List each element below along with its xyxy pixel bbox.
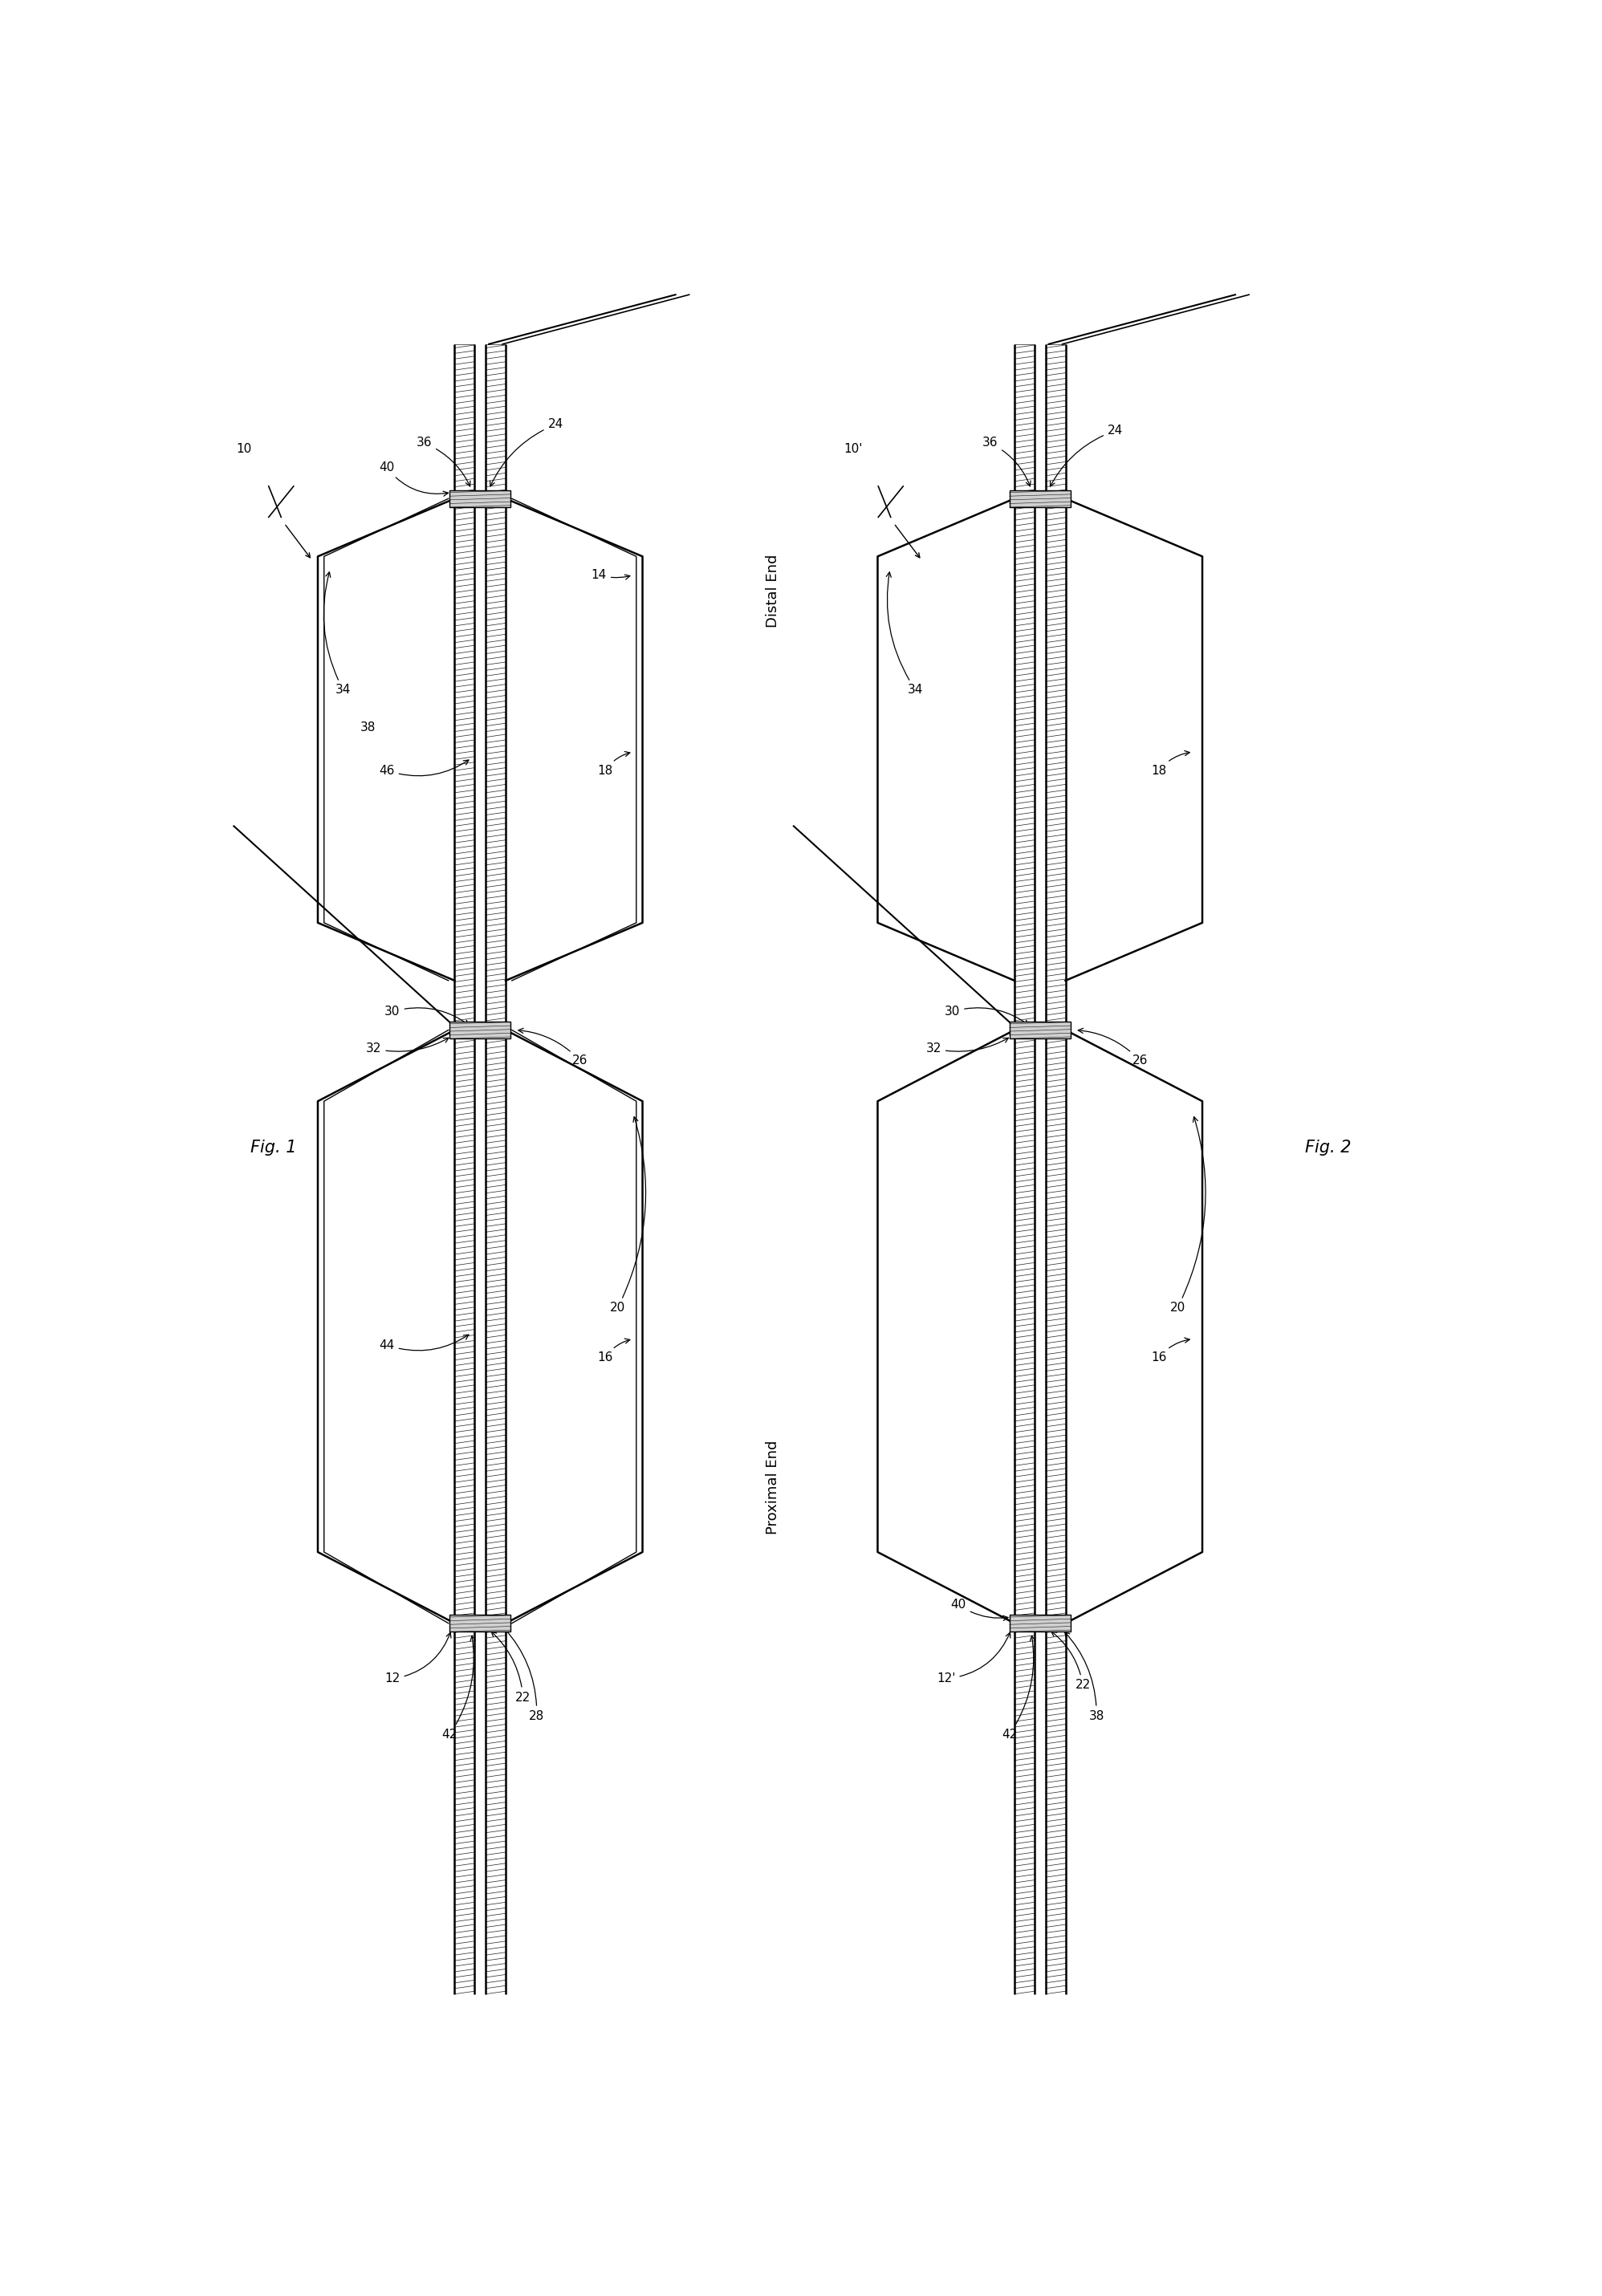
Text: 22: 22 (1051, 1632, 1091, 1692)
Text: 20: 20 (1169, 1116, 1206, 1313)
Text: 10: 10 (235, 443, 252, 455)
Text: 42: 42 (1001, 1635, 1035, 1740)
Text: 12: 12 (384, 1632, 452, 1685)
Text: 12': 12' (937, 1632, 1011, 1685)
Text: 30: 30 (945, 1006, 1028, 1024)
Text: 16: 16 (598, 1339, 630, 1364)
Text: 42: 42 (442, 1635, 476, 1740)
FancyBboxPatch shape (1009, 1614, 1070, 1632)
Text: 34: 34 (324, 572, 351, 696)
Text: 18: 18 (598, 751, 630, 776)
Text: 14: 14 (591, 569, 630, 581)
Text: 32: 32 (365, 1038, 449, 1054)
FancyBboxPatch shape (450, 1022, 511, 1038)
Text: 36: 36 (982, 436, 1030, 487)
Text: Fig. 1: Fig. 1 (250, 1139, 296, 1155)
Text: 28: 28 (505, 1628, 545, 1722)
Text: 26: 26 (1078, 1029, 1149, 1068)
Text: 36: 36 (417, 436, 471, 487)
Text: 26: 26 (519, 1029, 588, 1068)
Text: Distal End: Distal End (766, 556, 780, 627)
Text: 38: 38 (360, 721, 376, 732)
Text: 40: 40 (950, 1598, 1008, 1621)
FancyBboxPatch shape (1009, 1022, 1070, 1038)
Text: 24: 24 (490, 418, 564, 487)
Text: 44: 44 (380, 1334, 469, 1350)
Text: Proximal End: Proximal End (766, 1440, 780, 1534)
FancyBboxPatch shape (450, 1614, 511, 1632)
Text: 46: 46 (380, 760, 469, 776)
Text: 10': 10' (844, 443, 863, 455)
FancyBboxPatch shape (1009, 489, 1070, 507)
FancyBboxPatch shape (450, 489, 511, 507)
Text: 40: 40 (380, 461, 449, 496)
Text: Fig. 2: Fig. 2 (1306, 1139, 1350, 1155)
Text: 18: 18 (1152, 751, 1190, 776)
Text: 16: 16 (1150, 1339, 1190, 1364)
Text: 24: 24 (1051, 425, 1123, 487)
Text: 32: 32 (926, 1038, 1009, 1054)
Text: 22: 22 (492, 1632, 530, 1704)
Text: 38: 38 (1065, 1632, 1104, 1722)
Text: 20: 20 (610, 1116, 646, 1313)
Text: 34: 34 (886, 572, 923, 696)
Text: 30: 30 (384, 1006, 469, 1024)
